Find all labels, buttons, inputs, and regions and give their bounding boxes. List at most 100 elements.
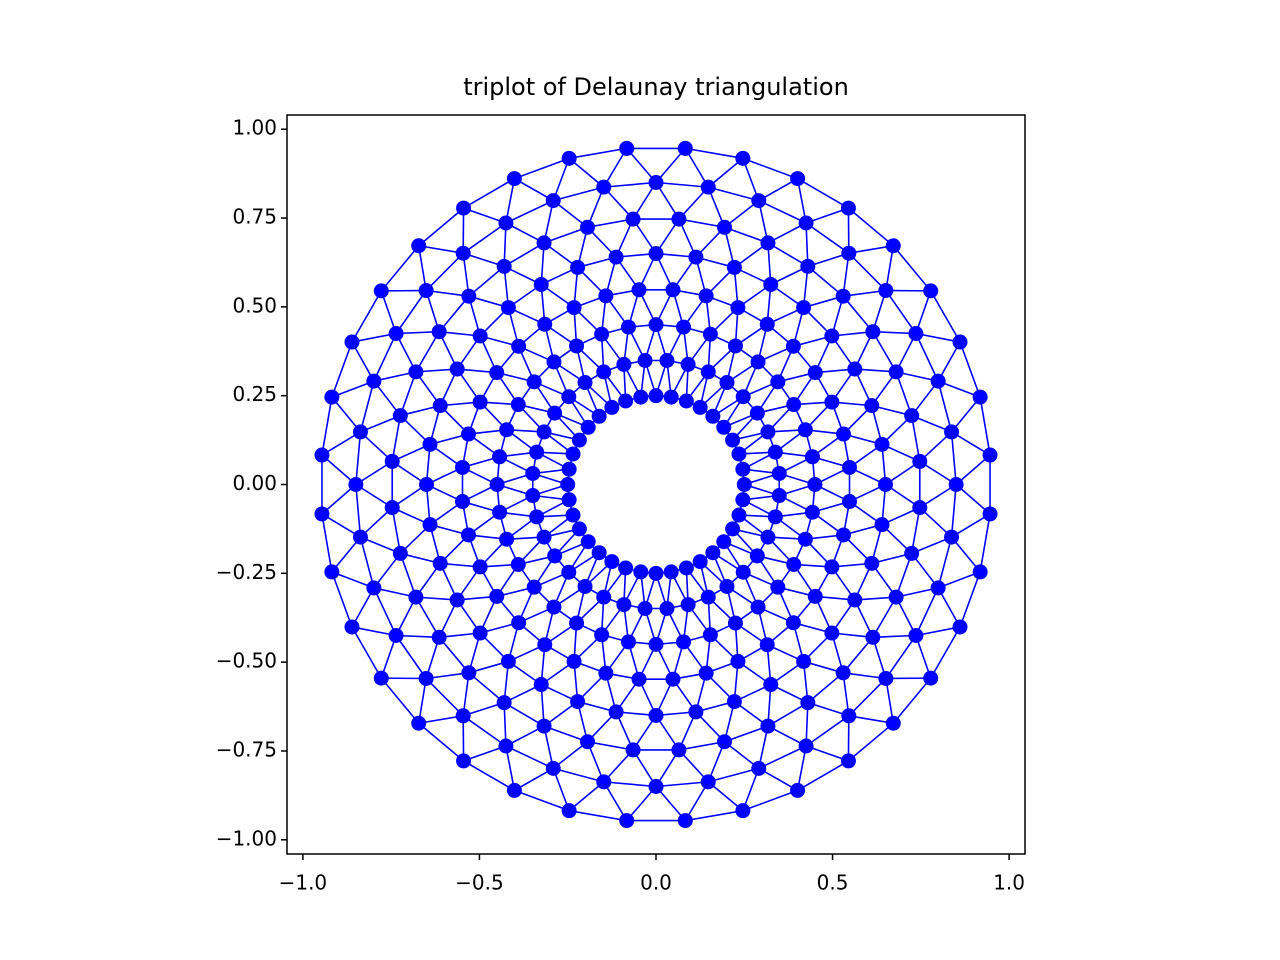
point <box>449 361 465 377</box>
point <box>492 449 508 465</box>
point <box>591 545 607 561</box>
point <box>625 211 641 227</box>
point <box>786 556 802 572</box>
triangulation-edge <box>758 745 807 770</box>
y-tick-label: −0.75 <box>216 737 277 761</box>
point <box>725 432 741 448</box>
point <box>842 494 858 510</box>
point <box>731 446 747 462</box>
triangulation-edge <box>543 725 588 743</box>
point <box>796 300 812 316</box>
triangulation-edge <box>842 636 874 674</box>
point <box>631 282 647 298</box>
point <box>324 564 340 580</box>
point <box>751 193 767 209</box>
point <box>461 288 477 304</box>
point <box>842 459 858 475</box>
point <box>796 653 812 669</box>
point <box>422 517 438 533</box>
triangulation-edge <box>848 252 887 292</box>
point <box>735 150 751 166</box>
triangulation-edge <box>807 265 844 297</box>
point <box>807 477 823 492</box>
triangulation-edge <box>417 245 427 291</box>
point <box>492 504 508 520</box>
point <box>352 424 368 440</box>
point <box>388 326 404 342</box>
point <box>631 671 647 687</box>
y-tick-label: −0.25 <box>216 560 277 584</box>
point <box>807 365 823 381</box>
triangulation-edge <box>708 767 759 783</box>
point <box>878 477 894 492</box>
point <box>460 426 476 442</box>
point <box>565 507 581 523</box>
point <box>472 394 488 410</box>
points <box>314 140 998 829</box>
point <box>864 555 880 571</box>
point <box>344 334 360 350</box>
point <box>566 653 582 669</box>
point <box>577 375 593 391</box>
triangulation-edge <box>685 147 744 160</box>
point <box>525 465 541 481</box>
point <box>767 444 783 460</box>
triangulation-edge <box>351 626 382 679</box>
triangulation-edge <box>678 218 725 229</box>
triangulation-edge <box>807 672 844 704</box>
point <box>760 424 776 440</box>
triangulation-edge <box>568 147 627 160</box>
point <box>840 753 856 769</box>
point <box>923 283 939 299</box>
point <box>730 653 746 669</box>
point <box>388 627 404 643</box>
triangulation-edge <box>742 789 798 812</box>
triangulation-edge <box>331 396 362 433</box>
point <box>864 398 880 414</box>
point <box>384 453 400 469</box>
point <box>908 326 924 342</box>
point <box>566 300 582 316</box>
point <box>571 521 587 537</box>
point <box>526 579 542 595</box>
point <box>604 554 620 570</box>
point <box>688 704 704 720</box>
point <box>824 625 840 641</box>
triangulation-edge <box>505 178 516 224</box>
point <box>418 477 434 492</box>
triangulation-edge <box>462 715 507 747</box>
point <box>726 259 742 275</box>
triangulation-edge <box>514 789 570 812</box>
triangulation-edge <box>463 177 515 209</box>
point <box>840 200 856 216</box>
triangulation-edge <box>603 147 628 188</box>
point <box>797 531 813 547</box>
point <box>671 742 687 758</box>
triangulation-edge <box>796 745 807 791</box>
triangulation-edge <box>505 745 516 791</box>
point <box>499 422 515 438</box>
point <box>735 803 751 819</box>
point <box>561 564 577 580</box>
triangulation-edge <box>685 809 744 822</box>
y-tick-label: 0.25 <box>232 382 277 406</box>
point <box>692 399 708 415</box>
triangulation-edge <box>684 147 709 188</box>
triangulation-edge <box>959 571 981 628</box>
point <box>659 600 675 616</box>
point <box>619 813 635 829</box>
point <box>511 615 527 631</box>
point <box>736 477 752 492</box>
triangulation-edge <box>321 513 333 573</box>
triangulation-edge <box>724 226 769 244</box>
point <box>972 564 988 580</box>
point <box>735 389 751 405</box>
point <box>456 200 472 216</box>
point <box>561 461 577 477</box>
point <box>392 545 408 561</box>
point <box>798 738 814 754</box>
point <box>698 288 714 304</box>
point <box>904 545 920 561</box>
triangulation-edge <box>351 290 382 343</box>
